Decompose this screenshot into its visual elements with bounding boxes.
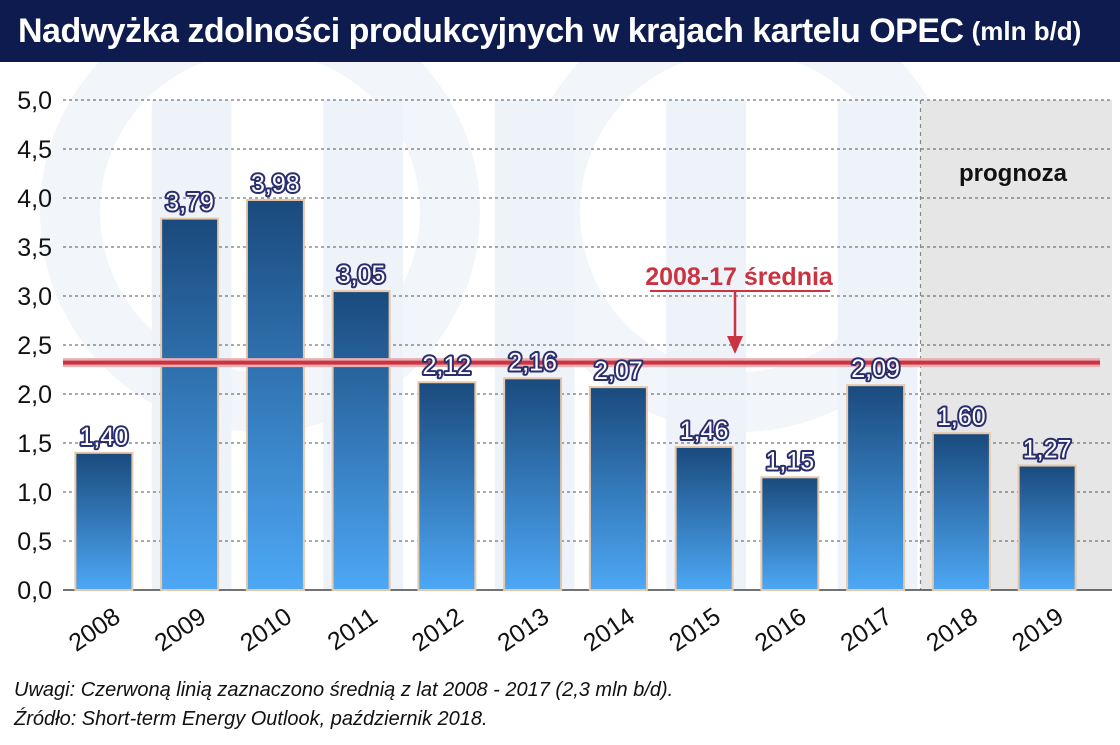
bar-2017 [846, 384, 906, 591]
bar-2012 [417, 381, 477, 591]
value-label: 2,16 [508, 348, 557, 376]
average-arrow-head [727, 336, 743, 354]
x-tick-label: 2009 [150, 602, 212, 657]
y-tick-label: 1,5 [17, 430, 52, 458]
chart-title: Nadwyżka zdolności produkcyjnych w kraja… [18, 11, 964, 50]
value-label: 2,12 [423, 352, 472, 380]
value-label: 3,05 [337, 261, 386, 289]
y-tick-label: 2,5 [17, 332, 52, 360]
y-tick-label: 4,0 [17, 185, 52, 213]
x-tick-label: 2010 [235, 602, 297, 657]
y-tick-label: 1,0 [17, 479, 52, 507]
x-tick-label: 2017 [836, 602, 898, 657]
y-tick-label: 3,0 [17, 283, 52, 311]
y-tick-label: 2,0 [17, 381, 52, 409]
average-label: 2008-17 średnia [645, 263, 834, 291]
value-label: 1,27 [1023, 436, 1072, 464]
bar-2018 [931, 432, 991, 592]
x-tick-label: 2019 [1007, 602, 1069, 657]
value-label: 3,79 [165, 189, 214, 217]
value-label: 1,46 [680, 417, 729, 445]
bar-chart: prognoza 2008-17 średnia 0,0 0,5 1,0 1,5 2,0… [17, 62, 1112, 657]
y-tick-label: 3,5 [17, 234, 52, 262]
value-label: 1,40 [80, 423, 129, 451]
x-tick-label: 2008 [64, 602, 126, 657]
x-tick-label: 2018 [921, 602, 983, 657]
bar-2011 [331, 290, 391, 591]
bar-2008 [74, 451, 134, 591]
notes: Uwagi: Czerwoną linią zaznaczono średnią… [14, 676, 673, 734]
value-label: 1,15 [766, 447, 815, 475]
value-label: 2,09 [851, 355, 900, 383]
y-tick-label: 0,5 [17, 528, 52, 556]
note-remarks: Uwagi: Czerwoną linią zaznaczono średnią… [14, 679, 674, 701]
x-tick-label: 2011 [323, 602, 383, 656]
chart-title-bar: Nadwyżka zdolności produkcyjnych w kraja… [0, 0, 1120, 62]
bar-2010 [245, 198, 305, 592]
y-tick-label: 5,0 [17, 87, 52, 115]
bar-2015 [674, 445, 734, 592]
bar-2016 [760, 476, 820, 591]
y-tick-label: 0,0 [17, 577, 52, 605]
bar-2013 [503, 377, 563, 591]
x-tick-label: 2014 [578, 602, 640, 657]
x-tick-label: 2015 [664, 602, 726, 657]
x-tick-label: 2016 [750, 602, 812, 657]
bar-2014 [588, 386, 648, 592]
note-source: Źródło: Short-term Energy Outlook, paźdz… [14, 708, 488, 730]
value-label: 1,60 [937, 403, 986, 431]
chart-title-unit: (mln b/d) [971, 15, 1082, 46]
bar-2009 [160, 217, 220, 592]
bar-2019 [1017, 464, 1077, 592]
forecast-label: prognoza [959, 160, 1068, 187]
x-tick-label: 2013 [493, 602, 555, 657]
value-label: 2,07 [594, 357, 643, 385]
x-tick-label: 2012 [407, 602, 469, 657]
y-tick-label: 4,5 [17, 136, 52, 164]
value-label: 3,98 [251, 170, 300, 198]
